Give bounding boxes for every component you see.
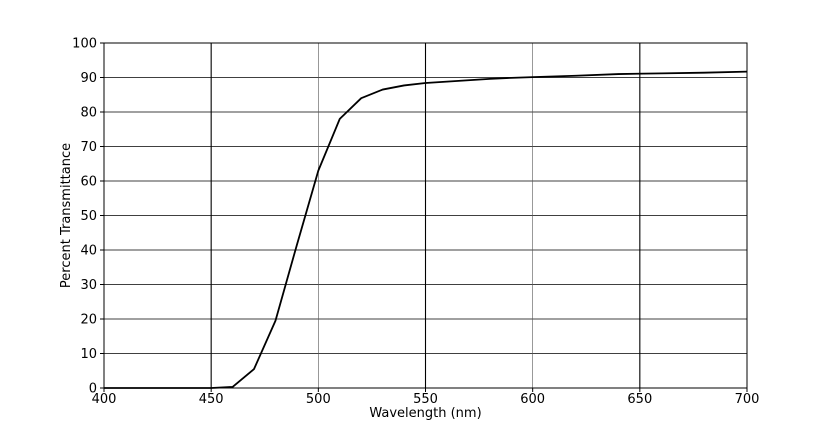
- x-tick-label: 550: [413, 392, 438, 407]
- series-line-transmittance: [104, 70, 748, 389]
- grid: [104, 43, 747, 388]
- y-tick-label: 30: [80, 278, 97, 293]
- y-tick-labels: 0 10 20 30 40 50 60 70 80 90 100: [72, 37, 97, 397]
- y-tick-label: 60: [80, 175, 97, 190]
- x-tick-label: 600: [520, 392, 545, 407]
- y-tick-label: 80: [80, 106, 97, 121]
- y-tick-label: 10: [80, 347, 97, 362]
- y-tick-label: 50: [80, 209, 97, 224]
- x-tick-labels: 400 450 500 550 600 650 700: [92, 392, 760, 407]
- x-tick-label: 700: [735, 392, 760, 407]
- x-tick-label: 500: [306, 392, 331, 407]
- y-axis-label: Percent Transmittance: [59, 143, 74, 288]
- y-tick-label: 100: [72, 37, 97, 52]
- y-tick-label: 70: [80, 140, 97, 155]
- tick-marks: [100, 42, 748, 392]
- x-tick-label: 400: [92, 392, 117, 407]
- x-tick-label: 650: [627, 392, 652, 407]
- y-tick-label: 90: [80, 71, 97, 86]
- x-axis-label: Wavelength (nm): [369, 406, 481, 421]
- y-tick-label: 40: [80, 244, 97, 259]
- y-tick-label: 20: [80, 313, 97, 328]
- x-tick-label: 450: [199, 392, 224, 407]
- y-tick-label: 0: [89, 382, 97, 397]
